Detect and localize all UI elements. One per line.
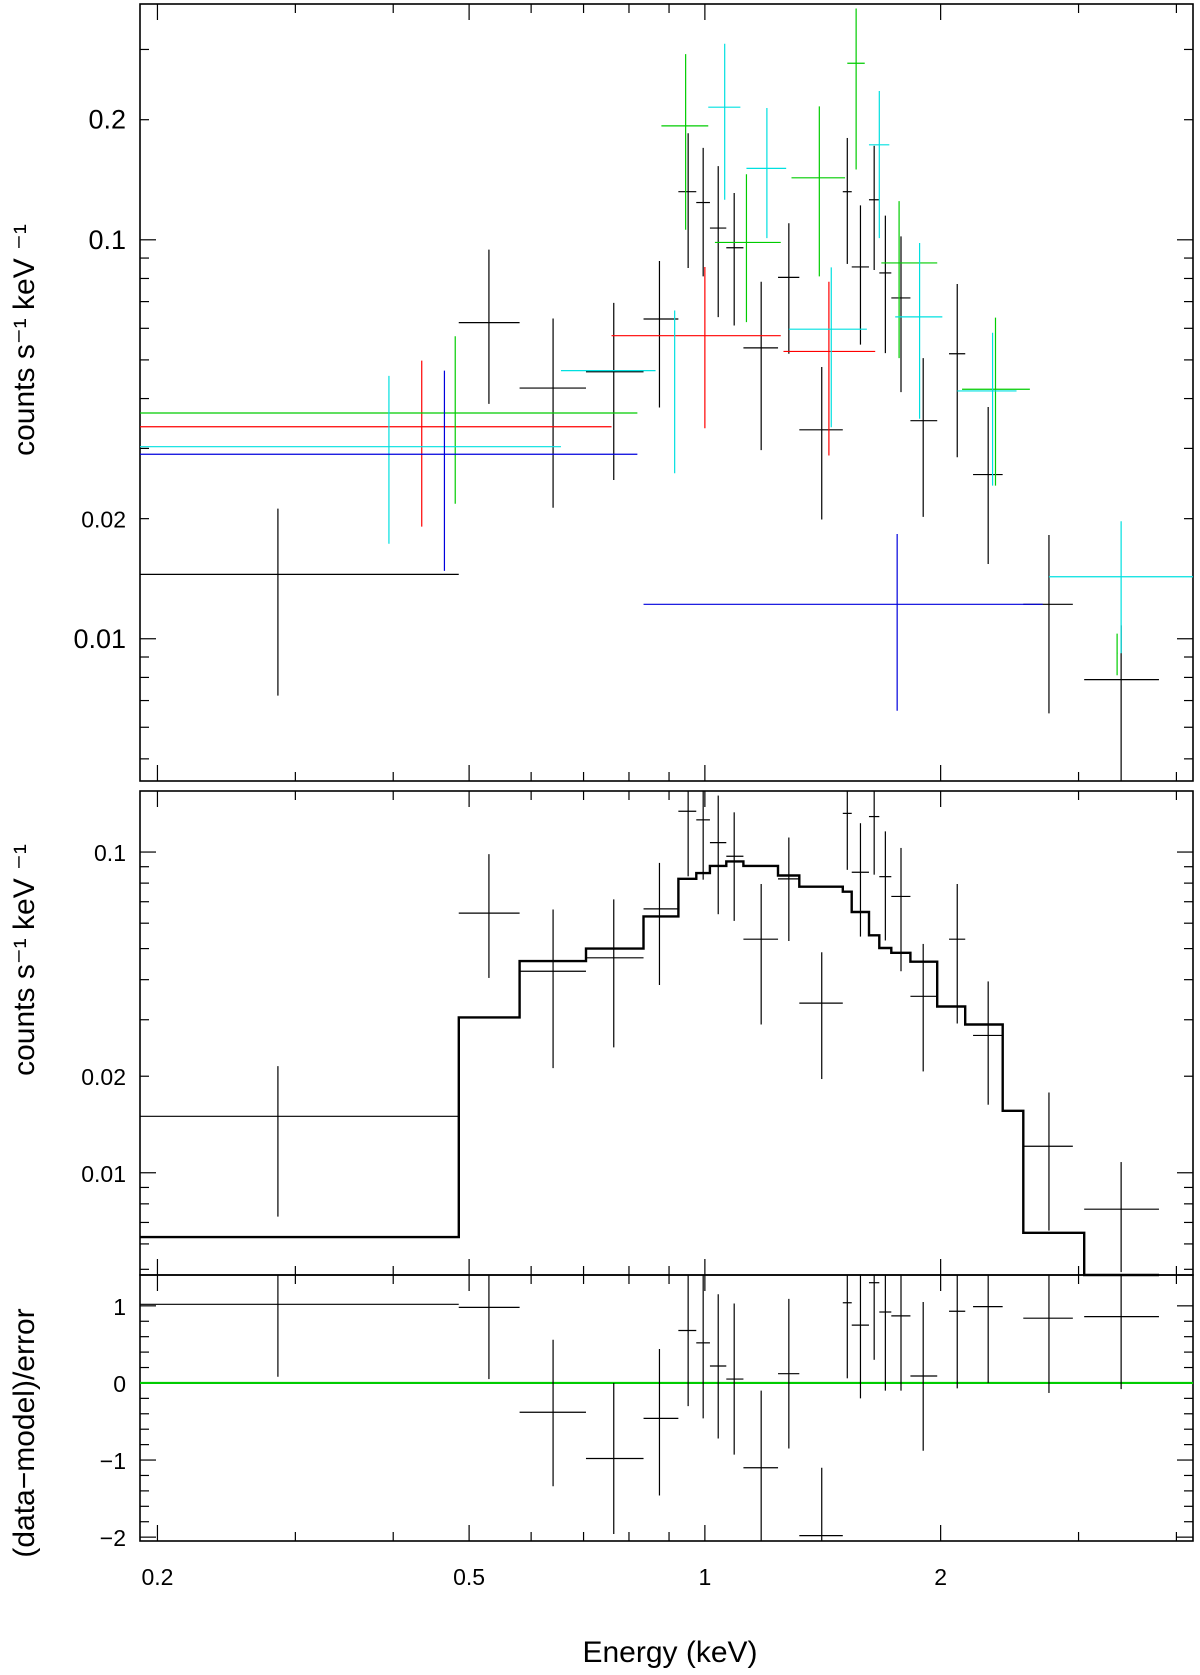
x-tick-labels: 0.2 0.5 1 2 <box>141 1564 947 1590</box>
y-axis-title-residuals: (data−model)/error <box>8 1308 41 1557</box>
y-tick-label: 0.1 <box>88 225 126 255</box>
y-axis-title-top: counts s⁻¹ keV ⁻¹ <box>8 224 41 456</box>
x-tick-label: 0.2 <box>141 1564 173 1590</box>
y-tick-label: −2 <box>100 1525 126 1551</box>
plot-frame <box>139 1274 1194 1542</box>
series-cyan <box>140 43 1193 654</box>
y-tick-label: −1 <box>100 1448 126 1474</box>
x-tick-label: 1 <box>698 1564 711 1590</box>
y-tick-label: 0.01 <box>81 1161 126 1187</box>
x-tick-label: 0.5 <box>453 1564 485 1590</box>
series-green <box>140 8 1118 676</box>
series-red <box>140 266 876 527</box>
model-step-line <box>140 860 1159 1277</box>
y-tick-label: 1 <box>113 1294 126 1320</box>
series-data <box>140 791 1159 1273</box>
x-tick-label: 2 <box>934 1564 947 1590</box>
y-tick-label: 0 <box>113 1371 126 1397</box>
series-blue <box>140 370 1043 711</box>
middle-panel: 0.1 0.02 0.01 <box>81 790 1194 1277</box>
y-tick-label: 0.01 <box>73 624 126 654</box>
plot-frame <box>139 3 1194 782</box>
y-tick-label: 0.1 <box>94 840 126 866</box>
series-residuals <box>140 1275 1159 1541</box>
y-tick-label: 0.02 <box>81 1064 126 1090</box>
y-tick-label: 0.2 <box>88 105 126 135</box>
series-black <box>140 133 1159 781</box>
plot-frame <box>139 790 1194 1276</box>
y-tick-label: 0.02 <box>81 507 126 533</box>
residual-panel: 1 0 −1 −2 <box>100 1274 1194 1551</box>
x-axis-title: Energy (keV) <box>582 1636 757 1669</box>
y-axis-title-middle: counts s⁻¹ keV ⁻¹ <box>8 844 41 1076</box>
top-panel: 0.2 0.1 0.02 0.01 <box>73 3 1194 782</box>
